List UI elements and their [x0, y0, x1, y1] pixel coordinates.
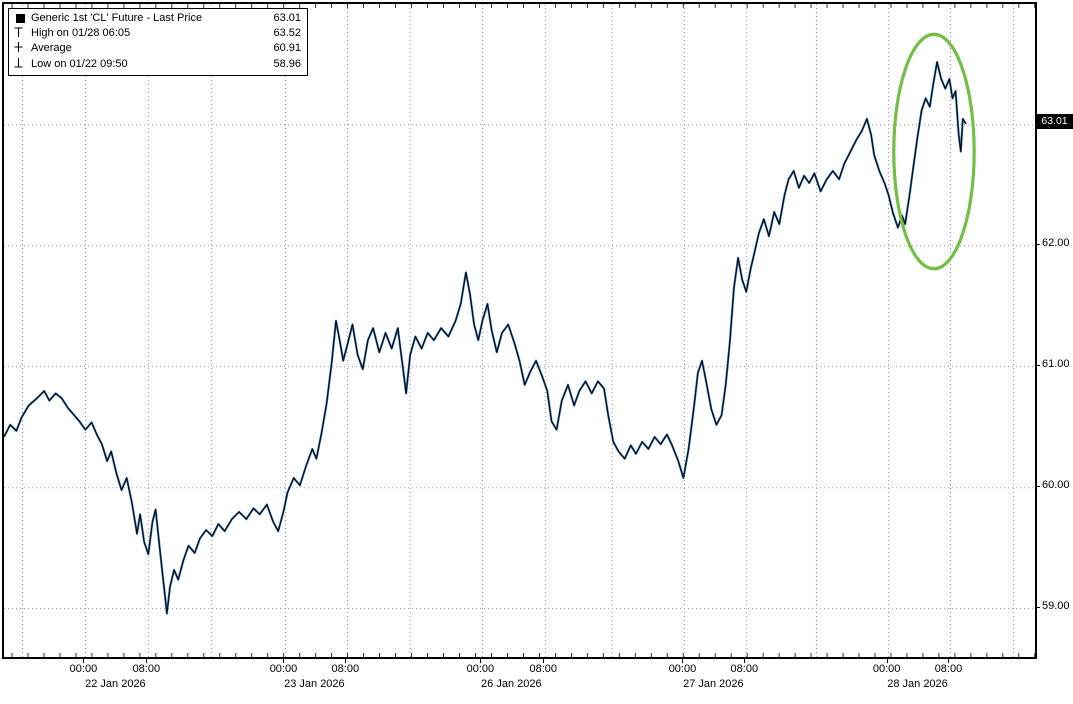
last-price-badge: 63.01	[1036, 113, 1073, 129]
price-line-chart	[4, 4, 1035, 657]
y-tick-label: 59.00	[1042, 599, 1070, 612]
y-tick-label: 60.00	[1042, 478, 1070, 491]
y-tick-label: 61.00	[1042, 357, 1070, 370]
chart-plot-area[interactable]: Generic 1st 'CL' Future - Last Price 63.…	[2, 2, 1037, 659]
series-swatch-icon	[13, 14, 27, 23]
x-date-label: 28 Jan 2026	[887, 678, 948, 690]
x-axis-tick	[744, 659, 746, 663]
annotation-ellipse	[892, 32, 976, 271]
x-axis-tick	[886, 659, 888, 663]
legend-label: Low on 01/22 09:50	[31, 57, 128, 70]
legend-value: 58.96	[273, 57, 301, 70]
y-tick-label: 62.00	[1042, 236, 1070, 249]
y-axis-tick	[1035, 606, 1040, 608]
x-tick-label: 08:00	[934, 663, 963, 675]
legend-value: 63.01	[273, 12, 301, 24]
x-axis-tick	[543, 659, 545, 663]
legend-box: Generic 1st 'CL' Future - Last Price 63.…	[8, 8, 308, 76]
low-marker-icon	[13, 57, 27, 72]
x-axis-tick	[480, 659, 482, 663]
legend-label: Generic 1st 'CL' Future - Last Price	[31, 12, 203, 24]
x-tick-label: 00:00	[466, 663, 495, 675]
x-axis: 00:00 08:00 00:00 08:00 00:00 08:00 00:00 08:00…	[2, 659, 1037, 702]
x-axis-tick	[345, 659, 347, 663]
y-axis-tick	[1035, 364, 1040, 366]
high-marker-icon	[13, 26, 27, 41]
x-date-label: 26 Jan 2026	[481, 678, 542, 690]
legend-row-last-price[interactable]: Generic 1st 'CL' Future - Last Price 63.…	[13, 11, 301, 26]
x-tick-label: 08:00	[529, 663, 558, 675]
x-date-label: 22 Jan 2026	[85, 678, 146, 690]
legend-label: Average	[31, 42, 72, 55]
x-axis-tick	[83, 659, 85, 663]
y-axis-tick	[1035, 485, 1040, 487]
x-axis-tick	[146, 659, 148, 663]
legend-value: 63.52	[273, 27, 301, 40]
x-tick-label: 00:00	[872, 663, 901, 675]
x-axis-tick	[283, 659, 285, 663]
x-tick-label: 00:00	[69, 663, 98, 675]
legend-row-average[interactable]: Average 60.91	[13, 41, 301, 56]
legend-label: High on 01/28 06:05	[31, 27, 131, 40]
y-axis-tick	[1035, 243, 1040, 245]
legend-value: 60.91	[273, 42, 301, 55]
legend-row-low[interactable]: Low on 01/22 09:50 58.96	[13, 57, 301, 72]
x-axis-tick	[682, 659, 684, 663]
x-tick-label: 08:00	[730, 663, 759, 675]
x-axis-tick	[948, 659, 950, 663]
legend-row-high[interactable]: High on 01/28 06:05 63.52	[13, 26, 301, 41]
average-marker-icon	[13, 41, 27, 56]
x-tick-label: 00:00	[668, 663, 697, 675]
x-tick-label: 00:00	[269, 663, 298, 675]
x-tick-label: 08:00	[331, 663, 360, 675]
x-date-label: 23 Jan 2026	[284, 678, 345, 690]
x-date-label: 27 Jan 2026	[683, 678, 744, 690]
x-tick-label: 08:00	[132, 663, 161, 675]
